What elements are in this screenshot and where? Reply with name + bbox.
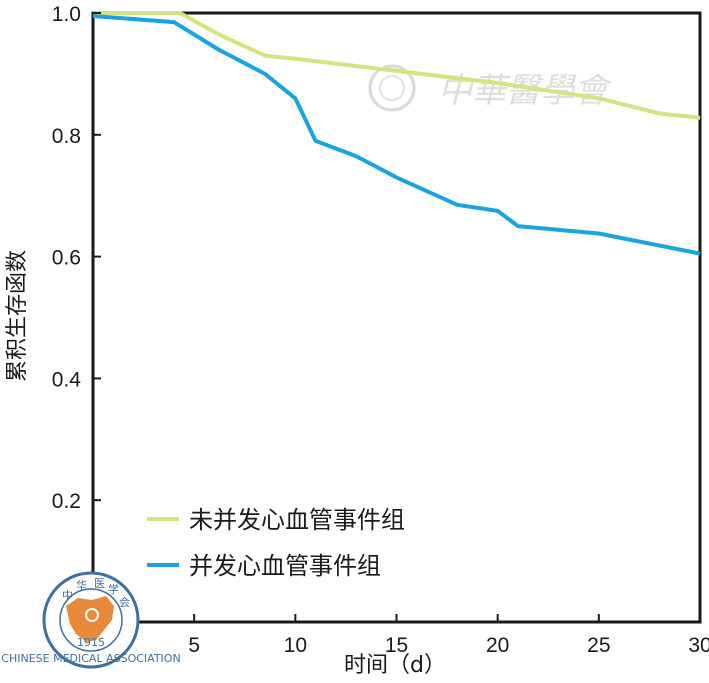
tick-labels: 0510152025300.20.40.60.81.0: [52, 3, 709, 657]
x-tick-label: 25: [587, 634, 610, 657]
logo-char-2: 华: [76, 578, 87, 592]
y-axis-title: 累积生存函数: [5, 250, 30, 382]
x-tick-label: 20: [486, 634, 509, 657]
y-tick-label: 0.8: [52, 125, 81, 148]
series-line-1: [93, 11, 701, 120]
logo-char-1: 中: [62, 589, 73, 602]
logo-ring-text: CHINESE MEDICAL ASSOCIATION: [1, 652, 180, 665]
legend-label-event: 并发心血管事件组: [189, 552, 381, 580]
china-map-icon: [66, 596, 114, 642]
association-logo: 1915 中 华 医 学 会 CHINESE MEDICAL ASSOCIATI…: [1, 571, 181, 669]
y-tick-label: 0.4: [52, 368, 82, 391]
x-tick-label: 15: [385, 634, 408, 657]
watermark: 中華醫學會: [368, 64, 613, 112]
logo-year: 1915: [77, 636, 105, 649]
legend-label-no-event: 未并发心血管事件组: [189, 506, 405, 534]
x-axis-title: 时间（d）: [344, 653, 446, 678]
y-tick-label: 0.6: [52, 247, 81, 270]
x-tick-label: 5: [188, 634, 200, 657]
legend: 未并发心血管事件组 并发心血管事件组: [147, 506, 405, 580]
logo-char-3: 医: [94, 577, 105, 590]
logo-char-5: 会: [119, 596, 130, 609]
series-line-2: [92, 14, 701, 256]
y-tick-label: 0.2: [52, 490, 81, 513]
y-tick-label: 1.0: [52, 3, 81, 26]
x-tick-label: 10: [284, 634, 307, 657]
watermark-emblem-icon: [368, 64, 416, 112]
logo-char-4: 学: [108, 582, 119, 596]
series-layer: [92, 11, 701, 256]
x-tick-label: 30: [688, 634, 709, 657]
